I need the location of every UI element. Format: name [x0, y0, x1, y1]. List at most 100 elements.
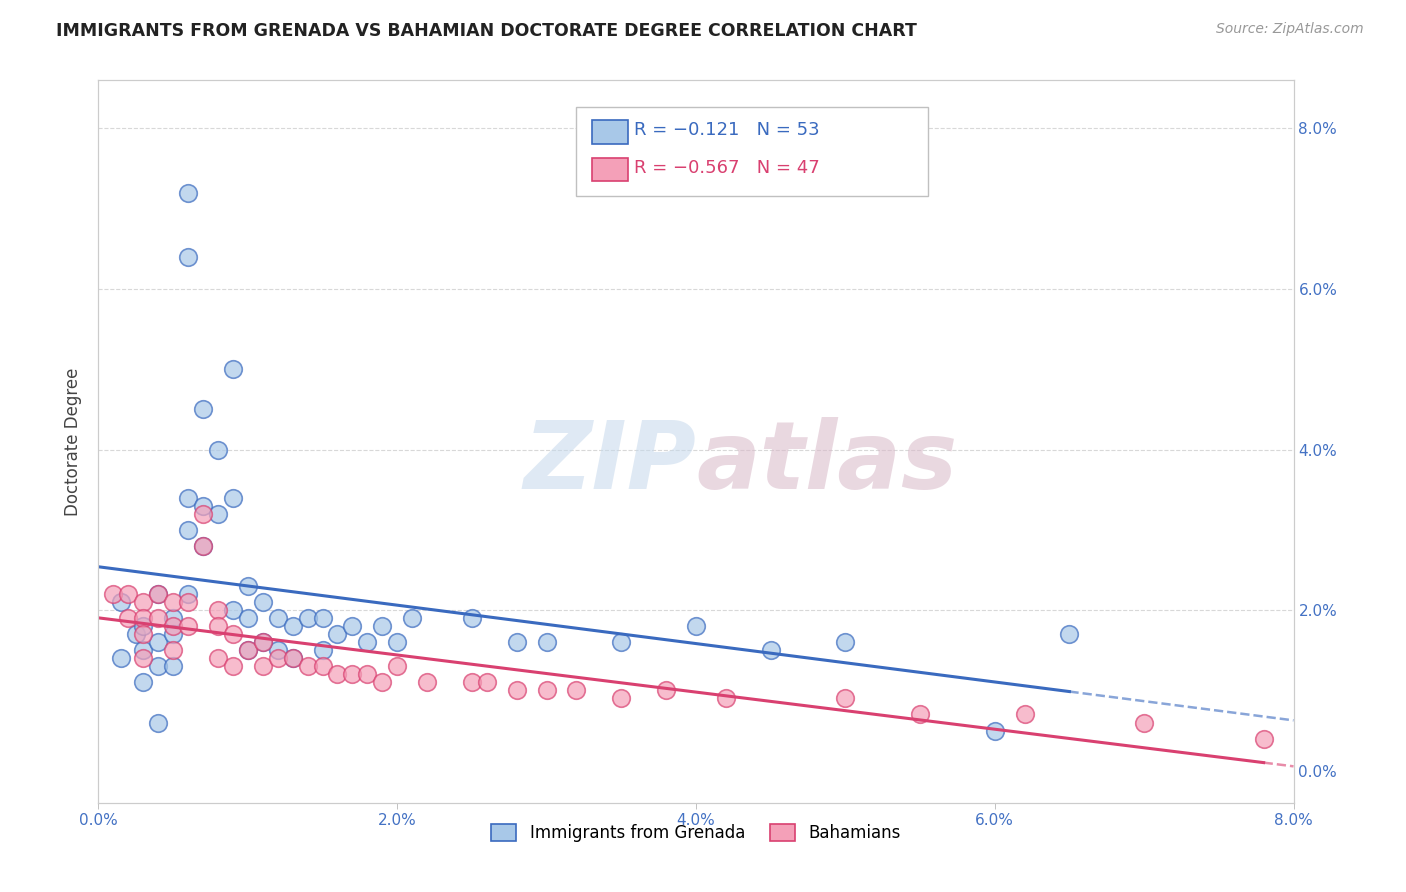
Point — [297, 659, 319, 673]
Point — [984, 723, 1007, 738]
Text: Source: ZipAtlas.com: Source: ZipAtlas.com — [1216, 22, 1364, 37]
Point — [311, 611, 333, 625]
Point — [610, 691, 633, 706]
Point — [222, 491, 245, 505]
Point — [222, 627, 245, 641]
Point — [385, 635, 409, 649]
Point — [908, 707, 931, 722]
Point — [148, 635, 170, 649]
Point — [1133, 715, 1156, 730]
Point — [207, 603, 229, 617]
Point — [506, 683, 529, 698]
Point — [132, 651, 155, 665]
Point — [371, 675, 394, 690]
Point — [177, 491, 200, 505]
Point — [177, 523, 200, 537]
Point — [148, 587, 170, 601]
Point — [236, 611, 259, 625]
Point — [148, 611, 170, 625]
Point — [281, 651, 304, 665]
Point — [207, 442, 229, 457]
Point — [267, 643, 290, 657]
Point — [506, 635, 529, 649]
Point — [252, 635, 274, 649]
Point — [252, 635, 274, 649]
Point — [162, 627, 184, 641]
Point — [110, 651, 132, 665]
Point — [162, 643, 184, 657]
Point — [536, 635, 558, 649]
Point — [267, 611, 290, 625]
Text: IMMIGRANTS FROM GRENADA VS BAHAMIAN DOCTORATE DEGREE CORRELATION CHART: IMMIGRANTS FROM GRENADA VS BAHAMIAN DOCT… — [56, 22, 917, 40]
Point — [177, 595, 200, 609]
Point — [834, 691, 856, 706]
Point — [281, 619, 304, 633]
Point — [236, 579, 259, 593]
Point — [1253, 731, 1275, 746]
Point — [191, 539, 214, 553]
Point — [148, 715, 170, 730]
Point — [177, 250, 200, 264]
Point — [222, 603, 245, 617]
Point — [110, 595, 132, 609]
Point — [252, 595, 274, 609]
Point — [148, 659, 170, 673]
Point — [207, 651, 229, 665]
Point — [461, 675, 484, 690]
Point — [342, 619, 364, 633]
Point — [655, 683, 678, 698]
Point — [311, 659, 333, 673]
Point — [132, 627, 155, 641]
Point — [236, 643, 259, 657]
Point — [162, 611, 184, 625]
Point — [461, 611, 484, 625]
Point — [177, 619, 200, 633]
Point — [132, 619, 155, 633]
Point — [162, 595, 184, 609]
Point — [297, 611, 319, 625]
Point — [117, 611, 139, 625]
Point — [177, 587, 200, 601]
Text: atlas: atlas — [696, 417, 957, 509]
Text: R = −0.567   N = 47: R = −0.567 N = 47 — [634, 159, 820, 177]
Point — [311, 643, 333, 657]
Point — [117, 587, 139, 601]
Point — [191, 539, 214, 553]
Point — [759, 643, 782, 657]
Y-axis label: Doctorate Degree: Doctorate Degree — [65, 368, 83, 516]
Point — [148, 587, 170, 601]
Point — [281, 651, 304, 665]
Legend: Immigrants from Grenada, Bahamians: Immigrants from Grenada, Bahamians — [485, 817, 907, 848]
Point — [191, 499, 214, 513]
Point — [685, 619, 707, 633]
Point — [371, 619, 394, 633]
Point — [834, 635, 856, 649]
Point — [342, 667, 364, 681]
Point — [1014, 707, 1036, 722]
Point — [267, 651, 290, 665]
Point — [610, 635, 633, 649]
Point — [565, 683, 588, 698]
Point — [326, 667, 349, 681]
Point — [356, 667, 378, 681]
Point — [475, 675, 498, 690]
Point — [132, 611, 155, 625]
Point — [326, 627, 349, 641]
Point — [132, 595, 155, 609]
Point — [356, 635, 378, 649]
Point — [385, 659, 409, 673]
Point — [177, 186, 200, 200]
Point — [207, 619, 229, 633]
Point — [222, 659, 245, 673]
Point — [125, 627, 148, 641]
Point — [222, 362, 245, 376]
Point — [162, 659, 184, 673]
Point — [132, 643, 155, 657]
Point — [207, 507, 229, 521]
Point — [416, 675, 439, 690]
Point — [191, 402, 214, 417]
Point — [132, 675, 155, 690]
Point — [401, 611, 423, 625]
Point — [714, 691, 737, 706]
Text: ZIP: ZIP — [523, 417, 696, 509]
